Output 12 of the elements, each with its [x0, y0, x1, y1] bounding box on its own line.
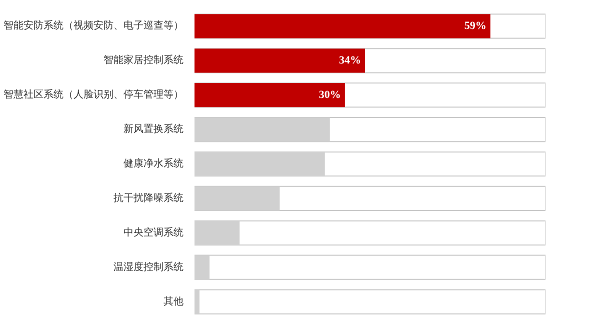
data-label: 34% [338, 54, 361, 67]
y-tick-label: 中央空调系统 [124, 226, 184, 238]
data-label: 30% [318, 89, 341, 102]
y-tick-label: 智慧社区系统（人脸识别、停车管理等） [4, 88, 184, 101]
y-tick-label: 其他 [164, 295, 184, 308]
y-tick-label: 抗干扰降噪系统 [114, 192, 184, 204]
y-tick-label: 新风置换系统 [124, 123, 184, 136]
y-tick-label: 智能安防系统（视频安防、电子巡查等） [4, 20, 184, 32]
data-label: 59% [464, 20, 486, 32]
y-tick-label: 智能家居控制系统 [104, 54, 184, 66]
y-tick-label: 温湿度控制系统 [114, 260, 184, 273]
y-tick-label: 健康净水系统 [124, 158, 184, 170]
